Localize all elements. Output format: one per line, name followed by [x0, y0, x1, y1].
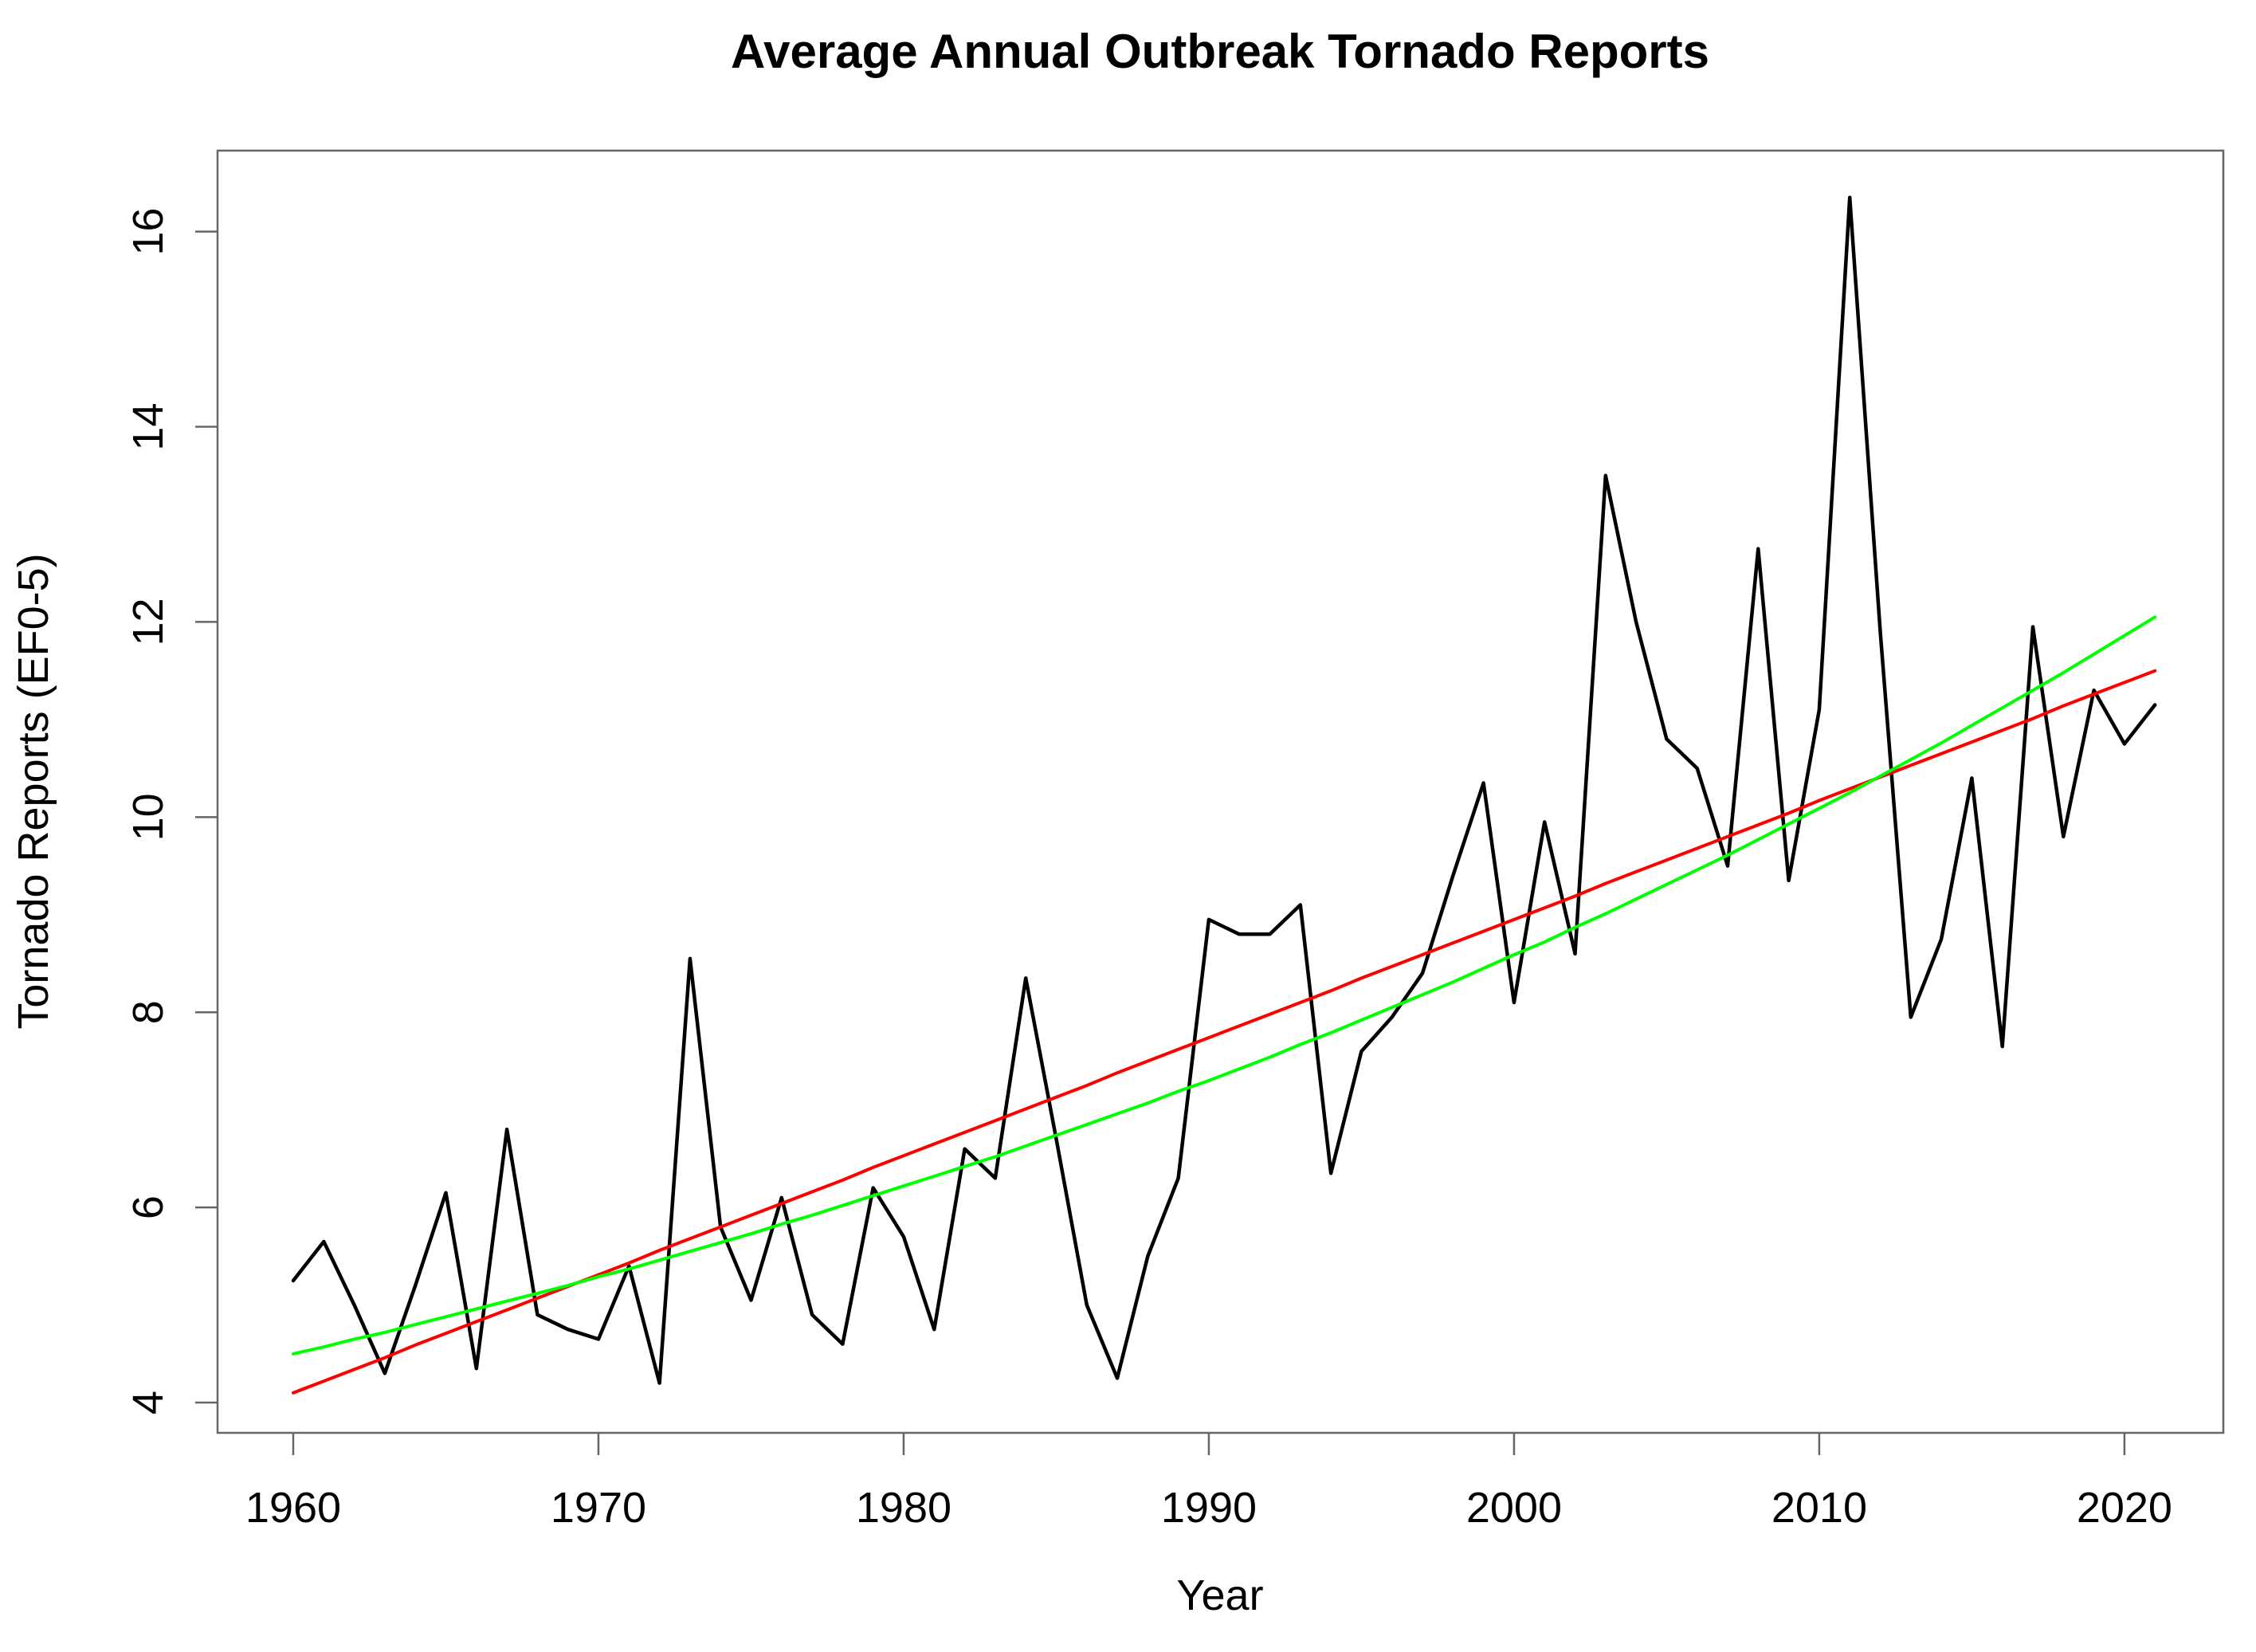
y-tick-label: 14 — [124, 402, 172, 450]
y-tick-label: 4 — [124, 1391, 172, 1415]
y-tick-label: 16 — [124, 208, 172, 256]
y-tick-label: 6 — [124, 1195, 172, 1219]
y-tick-label: 8 — [124, 1000, 172, 1024]
series-linear-trend-line — [292, 669, 2157, 1395]
plot-border — [216, 149, 2225, 1434]
x-tick-label: 1980 — [856, 1484, 951, 1532]
x-tick-label: 1960 — [245, 1484, 341, 1532]
data-series — [291, 195, 2157, 1395]
y-axis-label: Tornado Reports (EF0-5) — [10, 553, 57, 1029]
x-tick-label: 1970 — [551, 1484, 646, 1532]
x-tick-label: 2010 — [1771, 1484, 1867, 1532]
chart-title: Average Annual Outbreak Tornado Reports — [731, 25, 1709, 78]
y-tick-label: 12 — [124, 598, 172, 645]
x-axis: 1960 1970 1980 1990 2000 2010 2020 — [245, 1433, 2172, 1532]
y-axis: 4 6 8 10 12 14 16 — [124, 208, 218, 1415]
series-exponential-trend-line — [292, 615, 2157, 1356]
y-tick-label: 10 — [124, 793, 172, 841]
x-axis-label: Year — [1176, 1572, 1263, 1619]
x-tick-label: 1990 — [1161, 1484, 1257, 1532]
x-tick-label: 2000 — [1466, 1484, 1562, 1532]
x-tick-label: 2020 — [2077, 1484, 2172, 1532]
series-annual-outbreak-tornado-reports-line — [291, 195, 2157, 1385]
